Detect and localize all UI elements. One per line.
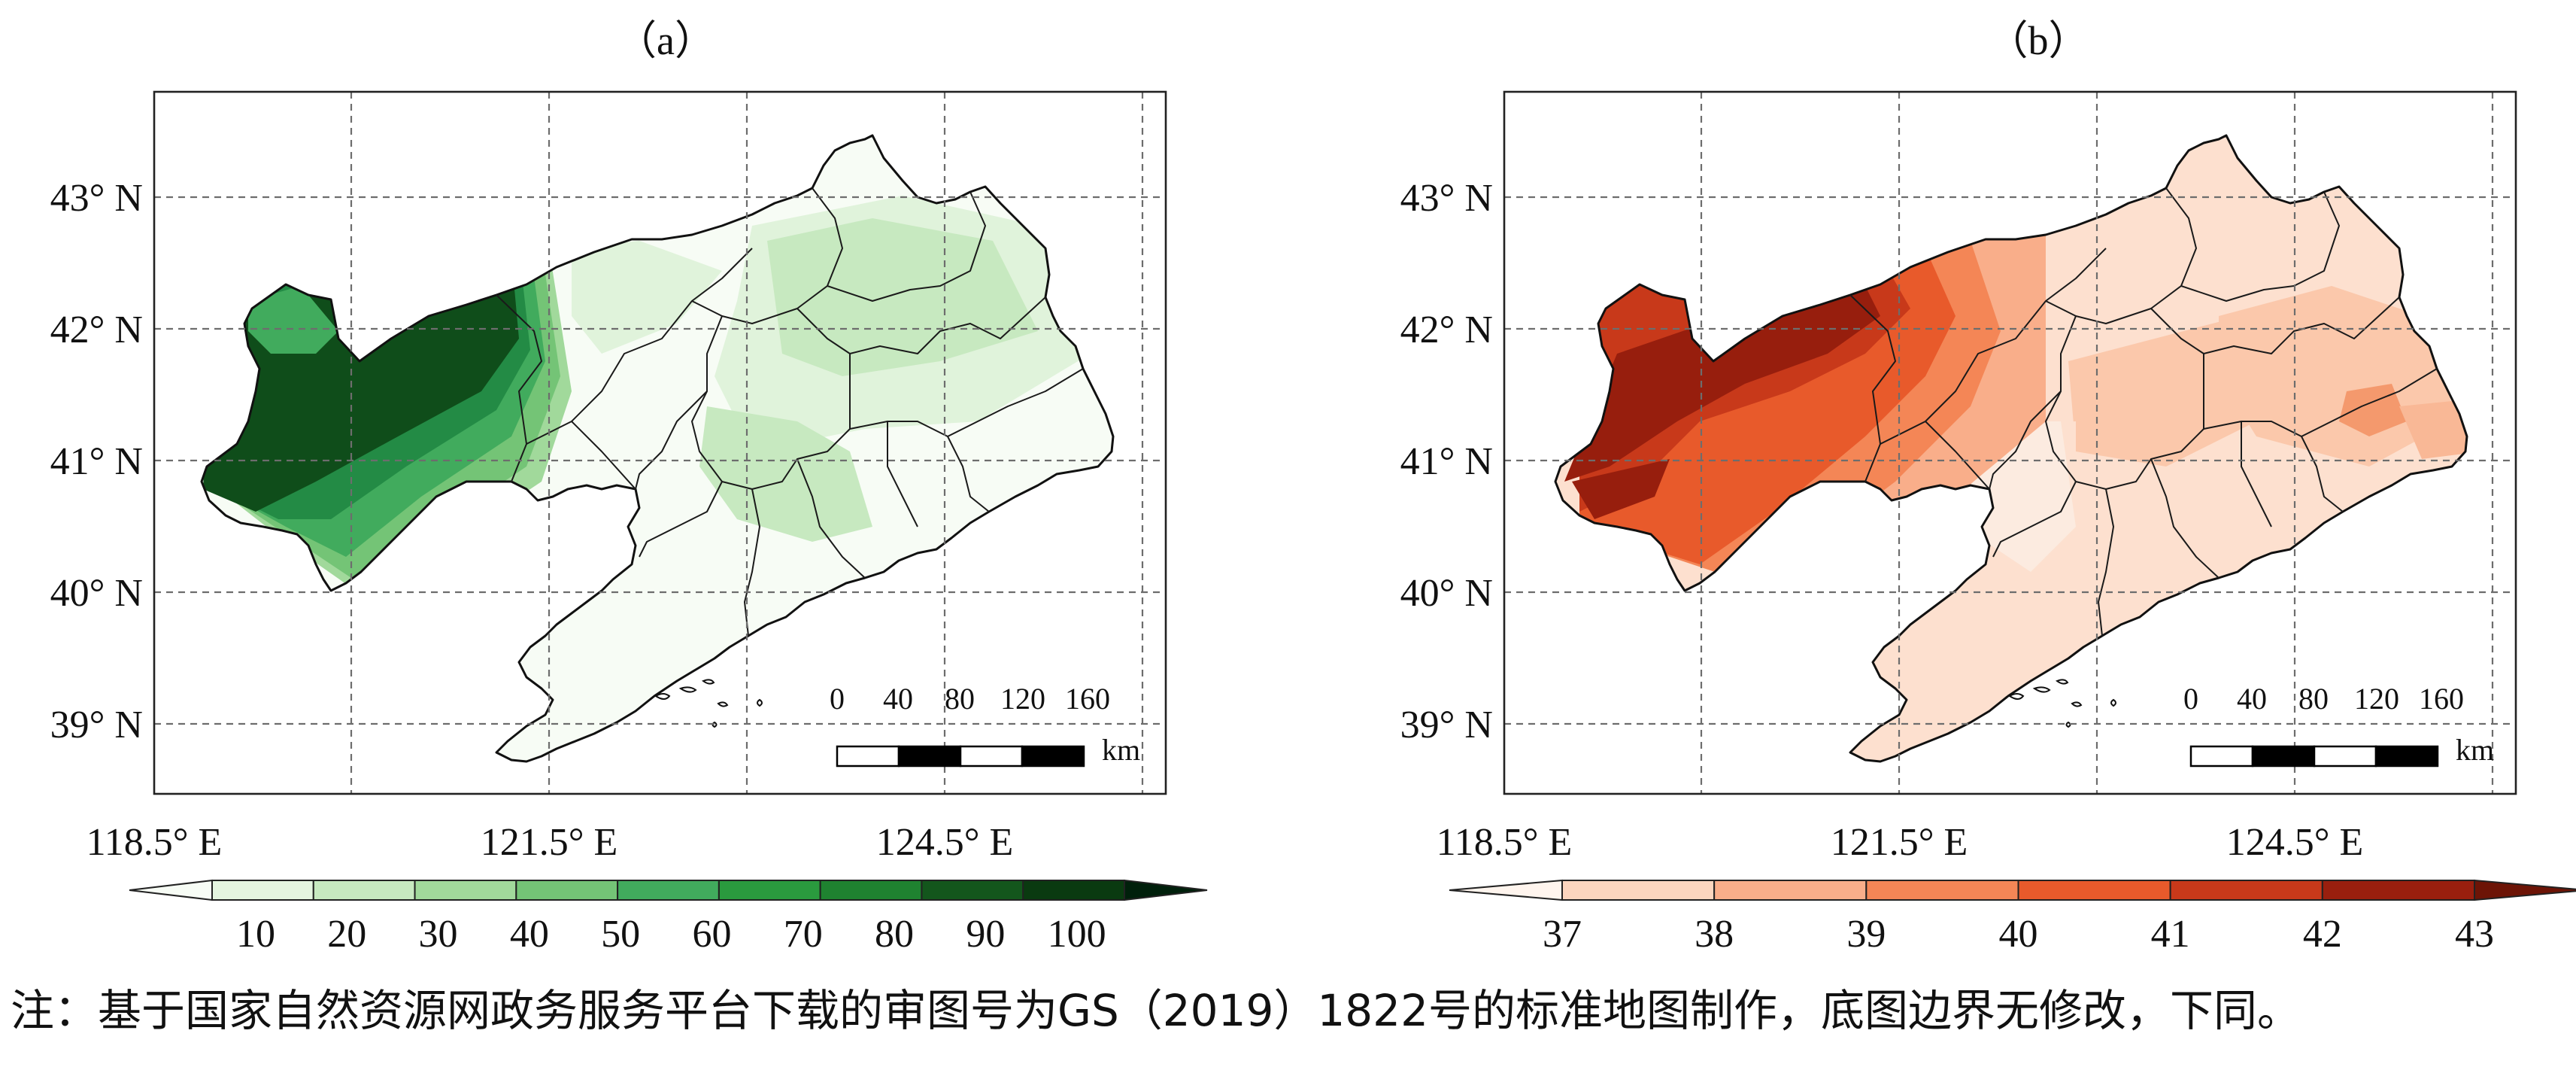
- figure-note: 注：基于国家自然资源网政务服务平台下载的审图号为GS（2019）1822号的标准…: [11, 985, 2301, 1036]
- panel-b-lat-43: 43° N: [1400, 177, 1493, 220]
- colorbar-a-tick-label: 30: [419, 913, 458, 956]
- colorbar-b-tick-label: 40: [1999, 913, 2038, 956]
- colorbar-b-bin: [2017, 880, 2171, 901]
- colorbar-a-tick-label: 20: [327, 913, 366, 956]
- colorbar-a-bin: [718, 880, 821, 901]
- panel-a-sb-unit: km: [1102, 733, 1140, 767]
- panel-a-colorbar: 10 20 30 40 50 60 70 80 90 100: [129, 879, 1208, 956]
- panel-b-lon-124: 124.5° E: [2226, 821, 2364, 864]
- panel-a-lon-124: 124.5° E: [876, 821, 1014, 864]
- panel-a-sb-120: 120: [1000, 682, 1045, 716]
- colorbar-b-tick-label: 42: [2303, 913, 2342, 956]
- panel-a-frame: [153, 90, 1167, 795]
- panel-b-scalebar: 0 40 80 120 160 km: [2183, 682, 2494, 768]
- panel-b-title: （b）: [1988, 18, 2089, 63]
- colorbar-b-tick-label: 41: [2151, 913, 2190, 956]
- colorbar-b-bin: [1561, 880, 1716, 901]
- panel-b-lat-42: 42° N: [1400, 309, 1493, 351]
- colorbar-b-tick-label: 37: [1543, 913, 1582, 956]
- panel-b-frame: [1503, 90, 2517, 795]
- panel-b-lat-40: 40° N: [1400, 572, 1493, 615]
- colorbar-a-tick-label: 10: [236, 913, 275, 956]
- panel-b-lon-121: 121.5° E: [1831, 821, 1968, 864]
- colorbar-a-bin: [819, 880, 923, 901]
- colorbar-a-tick-label: 90: [966, 913, 1005, 956]
- colorbar-b-tick-label: 38: [1695, 913, 1734, 956]
- panel-b-lat-41: 41° N: [1400, 440, 1493, 483]
- panel-a-lat-39: 39° N: [50, 704, 143, 746]
- panel-a-sb-160: 160: [1065, 682, 1110, 716]
- colorbar-b-extend-low: [1449, 879, 1563, 901]
- colorbar-a-bin: [1022, 880, 1125, 901]
- panel-a-title: （a）: [616, 18, 715, 63]
- colorbar-b-tick-label: 43: [2455, 913, 2494, 956]
- colorbar-a-tick-label: 60: [692, 913, 731, 956]
- panel-a-sb-0: 0: [830, 682, 845, 716]
- colorbar-b-bin: [2321, 880, 2475, 901]
- colorbar-a-extend-high: [1124, 879, 1208, 901]
- panel-a-scalebar: 0 40 80 120 160 km: [830, 682, 1140, 768]
- panel-b-sb-80: 80: [2298, 682, 2329, 716]
- panel-b-sb-unit: km: [2456, 733, 2494, 767]
- colorbar-b-bin: [1713, 880, 1868, 901]
- colorbar-a-bin: [921, 880, 1024, 901]
- panel-b-lat-39: 39° N: [1400, 704, 1493, 746]
- panel-a-lat-41: 41° N: [50, 440, 143, 483]
- panel-a-grid: [154, 92, 1166, 794]
- panel-a-lat-43: 43° N: [50, 177, 143, 220]
- colorbar-a-tick-label: 70: [784, 913, 823, 956]
- panel-b: （b）: [1400, 18, 2576, 956]
- colorbar-b-extend-high: [2474, 879, 2576, 901]
- panel-a-sb-80: 80: [945, 682, 975, 716]
- panel-b-lon-118: 118.5° E: [1437, 821, 1573, 864]
- panel-b-sb-120: 120: [2354, 682, 2399, 716]
- colorbar-a-extend-low: [129, 879, 213, 901]
- panel-b-sb-160: 160: [2419, 682, 2464, 716]
- colorbar-b-tick-label: 39: [1846, 913, 1886, 956]
- panel-b-grid: [1504, 92, 2516, 794]
- panel-a: （a）: [50, 18, 1208, 956]
- colorbar-a-tick-label: 40: [510, 913, 549, 956]
- colorbar-a-tick-label: 80: [875, 913, 914, 956]
- panel-a-lat-40: 40° N: [50, 572, 143, 615]
- panel-b-sb-0: 0: [2183, 682, 2198, 716]
- colorbar-a-tick-label: 100: [1048, 913, 1106, 956]
- panel-a-lat-42: 42° N: [50, 309, 143, 351]
- panel-a-lon-118: 118.5° E: [86, 821, 223, 864]
- colorbar-a-bin: [211, 880, 314, 901]
- colorbar-a-bin: [312, 880, 416, 901]
- colorbar-a-tick-label: 50: [601, 913, 640, 956]
- panel-b-sb-40: 40: [2237, 682, 2267, 716]
- panel-a-sb-40: 40: [883, 682, 913, 716]
- colorbar-b-bin: [2169, 880, 2323, 901]
- colorbar-b-bin: [1865, 880, 2019, 901]
- panel-a-lon-121: 121.5° E: [481, 821, 618, 864]
- colorbar-a-bin: [515, 880, 619, 901]
- colorbar-a-bin: [414, 880, 517, 901]
- panel-b-colorbar: 37 38 39 40 41 42 43: [1449, 879, 2576, 956]
- colorbar-a-bin: [617, 880, 720, 901]
